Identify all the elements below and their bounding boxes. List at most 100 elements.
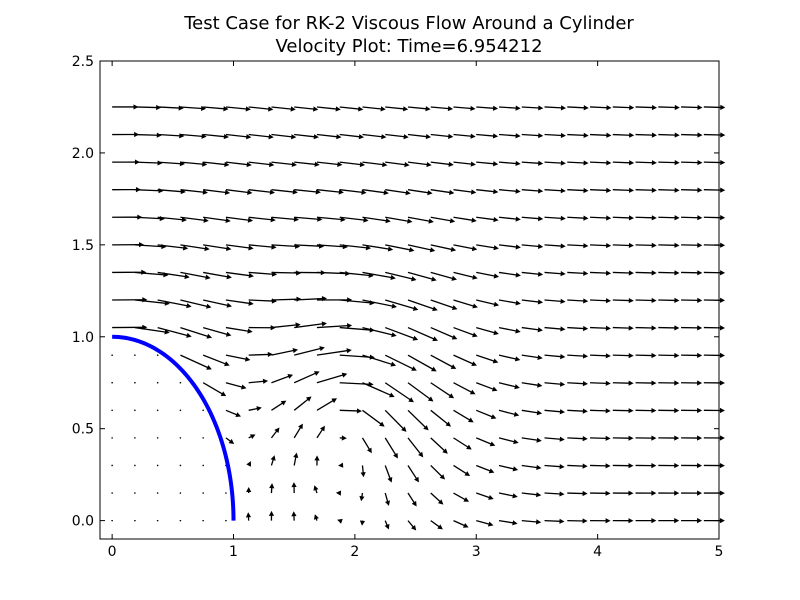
- velocity-arrow: [544, 436, 565, 442]
- velocity-arrow: [339, 435, 347, 441]
- velocity-arrow: [567, 436, 588, 442]
- velocity-arrow: [612, 160, 635, 166]
- velocity-arrow: [590, 380, 611, 386]
- velocity-arrow: [316, 348, 352, 356]
- velocity-arrow: [544, 298, 566, 304]
- velocity-arrow: [294, 346, 325, 356]
- velocity-arrow: [339, 216, 369, 223]
- velocity-arrow: [521, 492, 542, 498]
- velocity-arrow: [658, 242, 680, 248]
- velocity-arrow: [635, 490, 657, 496]
- velocity-arrow: [271, 189, 298, 195]
- velocity-arrow: [134, 519, 136, 522]
- velocity-arrow: [521, 326, 543, 333]
- velocity-arrow: [521, 105, 544, 111]
- velocity-arrow: [544, 491, 565, 497]
- velocity-arrow: [339, 161, 366, 168]
- velocity-arrow: [498, 354, 521, 362]
- velocity-arrow: [360, 465, 366, 478]
- velocity-arrow: [703, 490, 725, 496]
- velocity-arrow: [384, 492, 391, 506]
- velocity-arrow: [453, 492, 470, 502]
- velocity-arrow: [498, 326, 521, 334]
- velocity-arrow: [612, 215, 635, 221]
- velocity-arrow: [635, 435, 657, 441]
- velocity-arrow: [681, 270, 703, 276]
- velocity-arrow: [111, 409, 113, 412]
- velocity-arrow: [635, 242, 657, 248]
- velocity-arrow: [179, 381, 182, 384]
- velocity-arrow: [407, 216, 434, 224]
- velocity-arrow: [590, 463, 611, 469]
- velocity-arrow: [157, 105, 184, 111]
- velocity-arrow: [590, 187, 612, 194]
- velocity-arrow: [407, 437, 424, 458]
- velocity-arrow: [567, 105, 589, 111]
- velocity-arrow: [590, 518, 611, 524]
- velocity-arrow: [498, 133, 521, 139]
- axis-ticks: 0 1 2 3 4 5 0.0 0.5 1.0 1.5 2.0 2.5: [72, 54, 724, 560]
- velocity-arrow: [476, 464, 495, 474]
- velocity-arrow: [180, 216, 209, 223]
- velocity-arrow: [248, 351, 273, 358]
- velocity-arrow: [362, 244, 394, 252]
- velocity-arrow: [521, 299, 544, 305]
- velocity-arrow: [544, 132, 566, 139]
- y-tick-label: 2.0: [72, 146, 94, 162]
- velocity-arrow: [316, 398, 338, 411]
- velocity-arrow: [225, 189, 253, 195]
- velocity-arrow: [291, 482, 297, 494]
- velocity-arrow: [453, 105, 476, 112]
- velocity-arrow: [635, 104, 658, 111]
- velocity-arrow: [407, 409, 429, 431]
- velocity-arrow: [681, 518, 703, 524]
- velocity-arrow: [681, 462, 703, 469]
- velocity-arrow: [316, 425, 325, 439]
- velocity-arrow: [476, 354, 499, 364]
- velocity-arrow: [635, 518, 657, 524]
- velocity-arrow: [248, 378, 269, 384]
- velocity-arrow: [681, 215, 703, 221]
- velocity-arrow: [567, 298, 589, 304]
- velocity-arrow: [590, 242, 612, 249]
- velocity-arrow: [179, 437, 182, 439]
- velocity-arrow: [225, 519, 227, 522]
- velocity-arrow: [134, 326, 170, 335]
- velocity-arrow: [362, 354, 397, 367]
- velocity-arrow: [294, 106, 319, 112]
- velocity-arrow: [590, 270, 612, 276]
- velocity-arrow: [246, 486, 252, 494]
- velocity-arrow: [156, 381, 159, 384]
- velocity-arrow: [498, 188, 521, 194]
- velocity-arrow: [384, 409, 407, 432]
- velocity-arrow: [521, 519, 542, 525]
- velocity-arrow: [202, 464, 204, 467]
- velocity-arrow: [544, 188, 566, 194]
- velocity-arrow: [703, 132, 726, 138]
- velocity-arrow: [681, 325, 703, 331]
- velocity-arrow: [612, 242, 634, 249]
- velocity-arrow: [202, 519, 204, 522]
- velocity-arrow: [703, 187, 726, 193]
- velocity-arrow: [430, 244, 457, 252]
- velocity-arrow: [498, 299, 521, 306]
- velocity-arrow: [202, 492, 204, 494]
- velocity-arrow: [498, 464, 519, 472]
- velocity-arrow: [590, 160, 612, 166]
- velocity-arrow: [362, 382, 395, 398]
- velocity-arrow: [430, 326, 458, 340]
- velocity-arrow: [567, 132, 589, 138]
- velocity-arrow: [658, 187, 680, 193]
- velocity-arrow: [476, 244, 499, 251]
- velocity-arrow: [316, 161, 343, 167]
- velocity-arrow: [180, 244, 210, 252]
- velocity-arrow: [246, 461, 251, 467]
- velocity-arrow: [407, 354, 437, 372]
- velocity-arrow: [567, 243, 589, 249]
- velocity-arrow: [225, 271, 254, 279]
- velocity-arrow: [635, 132, 657, 138]
- velocity-arrow: [294, 133, 319, 140]
- velocity-arrow: [544, 464, 565, 470]
- velocity-arrow: [476, 492, 494, 500]
- velocity-arrow: [635, 160, 657, 166]
